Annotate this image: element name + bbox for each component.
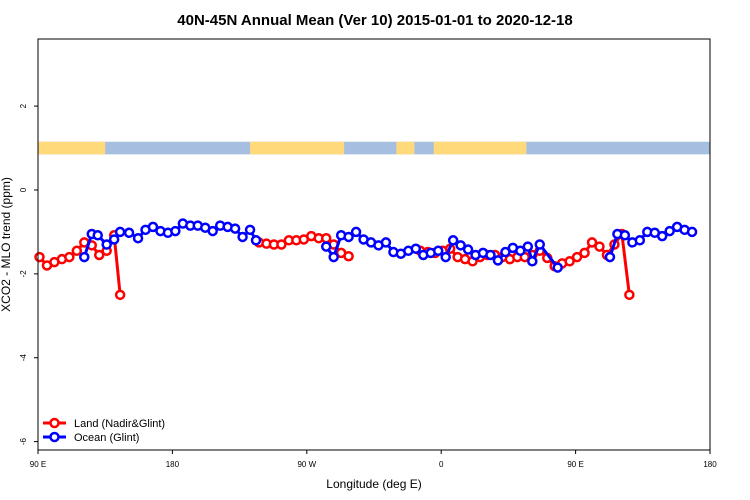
data-point: [634, 235, 646, 246]
data-point: [320, 232, 332, 244]
data-point: [207, 225, 218, 237]
series-1: [79, 218, 698, 273]
data-point: [571, 251, 583, 263]
legend: Land (Nadir&Glint) Ocean (Glint): [43, 417, 165, 444]
legend-label: Land (Nadir&Glint): [74, 418, 165, 430]
x-tick-label: 90 W: [297, 460, 316, 469]
y-tick-label: -4: [19, 354, 28, 362]
land-strip-segment: [433, 141, 527, 155]
data-point: [343, 231, 354, 243]
y-tick-label: 0: [19, 187, 28, 192]
data-point: [500, 246, 511, 258]
series-layer: [34, 218, 698, 301]
data-point: [250, 235, 262, 246]
land-strip-segment: [38, 141, 106, 155]
data-point: [604, 251, 616, 263]
data-point: [114, 289, 126, 301]
data-point: [485, 249, 496, 261]
data-point: [552, 262, 563, 273]
data-point: [170, 225, 181, 237]
data-point: [123, 227, 135, 239]
land-strip-segment: [396, 141, 415, 155]
data-point: [515, 245, 526, 257]
data-point: [624, 289, 635, 301]
data-point: [447, 235, 459, 246]
land-strip-segment: [250, 141, 345, 155]
data-point: [101, 239, 112, 250]
data-point: [432, 245, 444, 257]
data-point: [410, 243, 422, 254]
data-point: [579, 247, 590, 259]
data-point: [350, 226, 362, 238]
data-point: [276, 239, 287, 250]
axes: 90 E 180 90 W 0 90 E 180 2 0 -2 -4 -6: [19, 103, 717, 469]
data-point: [492, 255, 504, 266]
x-tick-label: 90 E: [30, 460, 46, 469]
data-point: [522, 241, 534, 252]
data-point: [664, 225, 675, 237]
data-point: [619, 230, 631, 241]
data-point: [229, 223, 241, 234]
x-tick-label: 180: [166, 460, 180, 469]
x-tick-label: 180: [703, 460, 717, 469]
data-point: [455, 240, 466, 251]
data-point: [656, 230, 668, 242]
data-point: [244, 224, 256, 236]
data-point: [343, 250, 354, 262]
plot-frame: [37, 38, 711, 451]
y-tick-label: 2: [19, 103, 28, 108]
data-point: [108, 234, 120, 245]
x-tick-label: 90 E: [567, 460, 583, 469]
data-point: [594, 241, 605, 252]
data-point: [132, 232, 144, 244]
x-tick-label: 0: [439, 460, 444, 469]
data-point: [34, 251, 45, 263]
data-point: [380, 237, 392, 248]
y-axis-label: XCO2 - MLO trend (ppm): [0, 177, 13, 312]
data-point: [93, 249, 105, 261]
data-point: [237, 231, 248, 243]
data-point: [114, 226, 126, 238]
data-point: [686, 226, 698, 238]
data-point: [586, 237, 598, 248]
data-point: [527, 256, 538, 267]
data-point: [147, 221, 159, 233]
x-axis-label: Longitude (deg E): [326, 477, 421, 491]
y-tick-label: -6: [19, 438, 28, 446]
data-point: [320, 241, 332, 252]
data-point: [79, 251, 90, 263]
data-point: [71, 245, 83, 257]
data-point: [64, 251, 75, 263]
data-point: [92, 230, 103, 241]
data-point: [440, 251, 451, 263]
series-0: [34, 228, 635, 301]
data-point: [328, 251, 339, 263]
legend-marker: [49, 417, 60, 429]
y-tick-label: -2: [19, 270, 28, 278]
data-point: [564, 256, 575, 267]
data-point: [462, 244, 474, 255]
data-point: [534, 239, 546, 250]
legend-marker: [49, 431, 60, 443]
land-ocean-strip: [38, 141, 710, 155]
chart-title: 40N-45N Annual Mean (Ver 10) 2015-01-01 …: [177, 12, 572, 29]
ocean-strip: [38, 141, 710, 155]
legend-label: Ocean (Glint): [74, 432, 139, 444]
